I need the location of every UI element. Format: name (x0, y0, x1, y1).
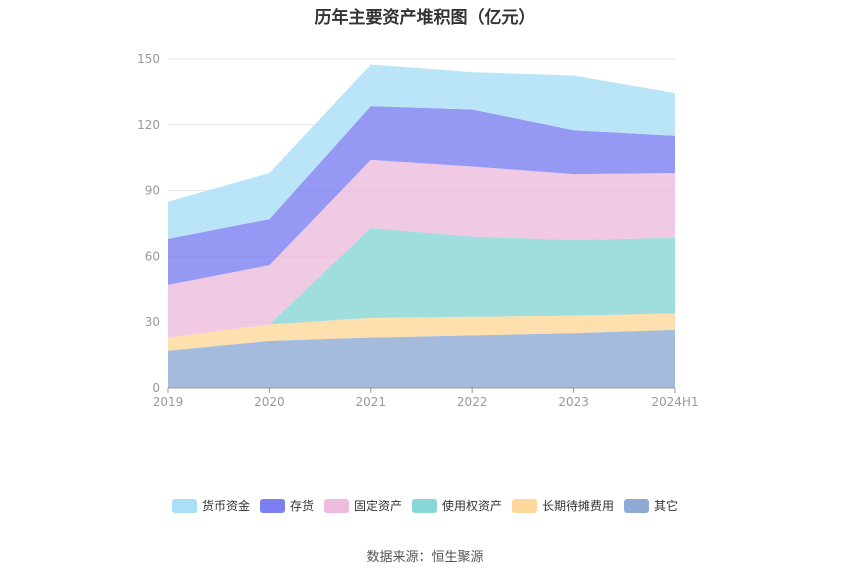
area-series-其它 (168, 329, 675, 388)
x-tick-label: 2019 (153, 395, 184, 409)
axes (167, 387, 676, 393)
legend-item[interactable]: 使用权资产 (412, 497, 502, 514)
area-series-货币资金 (168, 64, 675, 239)
legend-label: 固定资产 (353, 499, 402, 513)
x-tick-label: 2023 (558, 395, 589, 409)
legend-label: 存货 (289, 499, 314, 513)
area-series-存货 (168, 106, 675, 285)
x-tick-labels: 2019 2020 2021 2022 2023 2024H1 (153, 395, 699, 409)
x-tick-label: 2022 (457, 395, 488, 409)
legend-swatch (171, 498, 197, 513)
y-tick-label: 30 (145, 315, 160, 329)
legend: 货币资金 存货 固定资产 使用权资产 长期待摊费用 其它 (0, 497, 850, 514)
legend-swatch (624, 498, 650, 513)
y-tick-label: 150 (137, 52, 160, 66)
x-tick-label: 2021 (356, 395, 387, 409)
legend-label: 货币资金 (201, 499, 250, 513)
y-tick-label: 120 (137, 118, 160, 132)
area-series-使用权资产 (168, 227, 675, 338)
legend-item[interactable]: 存货 (259, 497, 314, 514)
legend-swatch (512, 498, 538, 513)
x-tick-label: 2024H1 (651, 395, 698, 409)
legend-swatch (412, 498, 437, 513)
legend-item[interactable]: 货币资金 (171, 497, 250, 514)
legend-label: 其它 (654, 499, 679, 513)
chart-title: 历年主要资产堆积图（亿元） (314, 8, 536, 28)
area-series-长期待摊费用 (168, 313, 675, 351)
source-note: 数据来源：恒生聚源 (366, 550, 484, 565)
y-tick-labels: 0 30 60 90 120 150 (137, 52, 160, 395)
legend-item[interactable]: 其它 (624, 497, 678, 514)
legend-item[interactable]: 长期待摊费用 (512, 497, 614, 514)
y-tick-label: 0 (152, 381, 160, 395)
legend-swatch (259, 498, 285, 513)
legend-item[interactable]: 固定资产 (323, 497, 402, 514)
area-series-layer (168, 64, 675, 388)
y-tick-label: 60 (145, 249, 160, 263)
legend-swatch (323, 498, 349, 513)
y-tick-label: 90 (145, 184, 160, 198)
area-series-固定资产 (168, 159, 675, 338)
legend-label: 使用权资产 (442, 499, 503, 513)
legend-label: 长期待摊费用 (542, 499, 615, 513)
x-tick-label: 2020 (254, 395, 285, 409)
